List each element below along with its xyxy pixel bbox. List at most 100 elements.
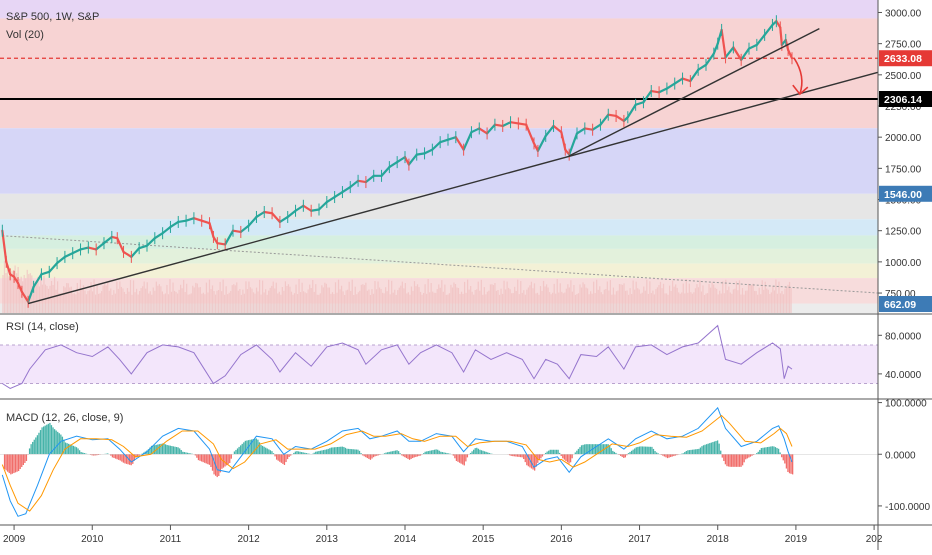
volume-bar xyxy=(781,291,782,313)
volume-bar xyxy=(405,283,406,313)
volume-bar xyxy=(368,290,369,313)
macd-histogram-bar xyxy=(320,451,321,455)
volume-bar xyxy=(371,289,372,313)
volume-bar xyxy=(578,293,579,313)
volume-bar xyxy=(554,284,555,313)
volume-bar xyxy=(704,295,705,313)
macd-histogram-bar xyxy=(567,454,568,462)
volume-bar xyxy=(338,280,339,313)
volume-bar xyxy=(462,294,463,313)
macd-histogram-bar xyxy=(550,450,551,454)
macd-histogram-bar xyxy=(342,447,343,455)
macd-histogram-bar xyxy=(668,454,669,457)
macd-histogram-bar xyxy=(434,450,435,455)
volume-bar xyxy=(52,285,53,313)
volume-bar xyxy=(213,291,214,313)
volume-bar xyxy=(727,290,728,313)
volume-bar xyxy=(209,280,210,313)
volume-bar xyxy=(343,291,344,313)
volume-bar xyxy=(705,294,706,313)
volume-bar xyxy=(484,287,485,313)
volume-bar xyxy=(491,284,492,313)
macd-histogram-bar xyxy=(373,454,374,457)
macd-histogram-bar xyxy=(578,449,579,454)
macd-histogram-bar xyxy=(745,454,746,459)
macd-histogram-bar xyxy=(54,429,55,454)
volume-bar xyxy=(646,280,647,313)
volume-bar xyxy=(305,292,306,313)
volume-bar xyxy=(302,283,303,313)
macd-histogram-bar xyxy=(767,447,768,454)
macd-histogram-bar xyxy=(224,454,225,466)
macd-histogram-bar xyxy=(654,451,655,454)
volume-bar xyxy=(75,294,76,313)
price-band xyxy=(0,194,878,219)
macd-histogram-bar xyxy=(279,454,280,462)
volume-bar xyxy=(253,292,254,313)
volume-bar xyxy=(464,282,465,313)
volume-bar xyxy=(380,289,381,313)
macd-histogram-bar xyxy=(113,454,114,458)
macd-histogram-bar xyxy=(769,447,770,454)
volume-bar xyxy=(157,286,158,313)
volume-bar xyxy=(664,293,665,313)
macd-histogram-bar xyxy=(737,454,738,467)
volume-bar xyxy=(687,293,688,313)
volume-bar xyxy=(614,295,615,313)
macd-histogram-bar xyxy=(695,449,696,454)
volume-bar xyxy=(686,279,687,313)
volume-bar xyxy=(276,283,277,313)
volume-bar xyxy=(718,294,719,313)
macd-histogram-bar xyxy=(698,449,699,454)
macd-histogram-bar xyxy=(29,448,30,454)
volume-bar xyxy=(657,287,658,313)
volume-bar xyxy=(469,290,470,313)
volume-bar xyxy=(218,290,219,313)
volume-bar xyxy=(467,280,468,313)
volume-bar xyxy=(456,288,457,313)
macd-histogram-bar xyxy=(440,452,441,455)
macd-histogram-bar xyxy=(66,443,67,454)
volume-bar xyxy=(528,288,529,313)
volume-bar xyxy=(546,284,547,313)
macd-histogram-bar xyxy=(556,450,557,454)
volume-bar xyxy=(736,281,737,313)
macd-histogram-bar xyxy=(690,450,691,454)
macd-histogram-bar xyxy=(199,454,200,461)
volume-bar xyxy=(197,284,198,313)
volume-bar xyxy=(731,294,732,313)
macd-histogram-bar xyxy=(235,450,236,454)
volume-bar xyxy=(532,288,533,313)
macd-legend: MACD (12, 26, close, 9) xyxy=(6,412,123,424)
macd-histogram-bar xyxy=(697,449,698,454)
volume-bar xyxy=(292,295,293,313)
volume-bar xyxy=(490,284,491,313)
macd-histogram-bar xyxy=(56,431,57,455)
volume-bar xyxy=(221,291,222,313)
volume-bar xyxy=(48,289,49,313)
volume-bar xyxy=(203,293,204,313)
macd-histogram-bar xyxy=(728,454,729,466)
volume-bar xyxy=(715,288,716,313)
macd-histogram-bar xyxy=(393,451,394,454)
macd-histogram-bar xyxy=(425,452,426,455)
volume-bar xyxy=(476,289,477,313)
macd-histogram-bar xyxy=(614,452,615,454)
macd-histogram-bar xyxy=(601,444,602,454)
volume-bar xyxy=(511,293,512,313)
volume-bar xyxy=(596,280,597,313)
volume-bar xyxy=(103,286,104,313)
macd-histogram-bar xyxy=(354,449,355,454)
volume-bar xyxy=(765,282,766,313)
volume-bar xyxy=(408,292,409,313)
volume-bar xyxy=(189,294,190,313)
macd-histogram-bar xyxy=(744,454,745,462)
volume-bar xyxy=(423,293,424,313)
macd-histogram-bar xyxy=(719,444,720,455)
price-candle xyxy=(217,243,225,244)
volume-bar xyxy=(137,295,138,313)
macd-histogram-bar xyxy=(132,454,133,464)
volume-bar xyxy=(288,284,289,313)
volume-bar xyxy=(60,293,61,313)
